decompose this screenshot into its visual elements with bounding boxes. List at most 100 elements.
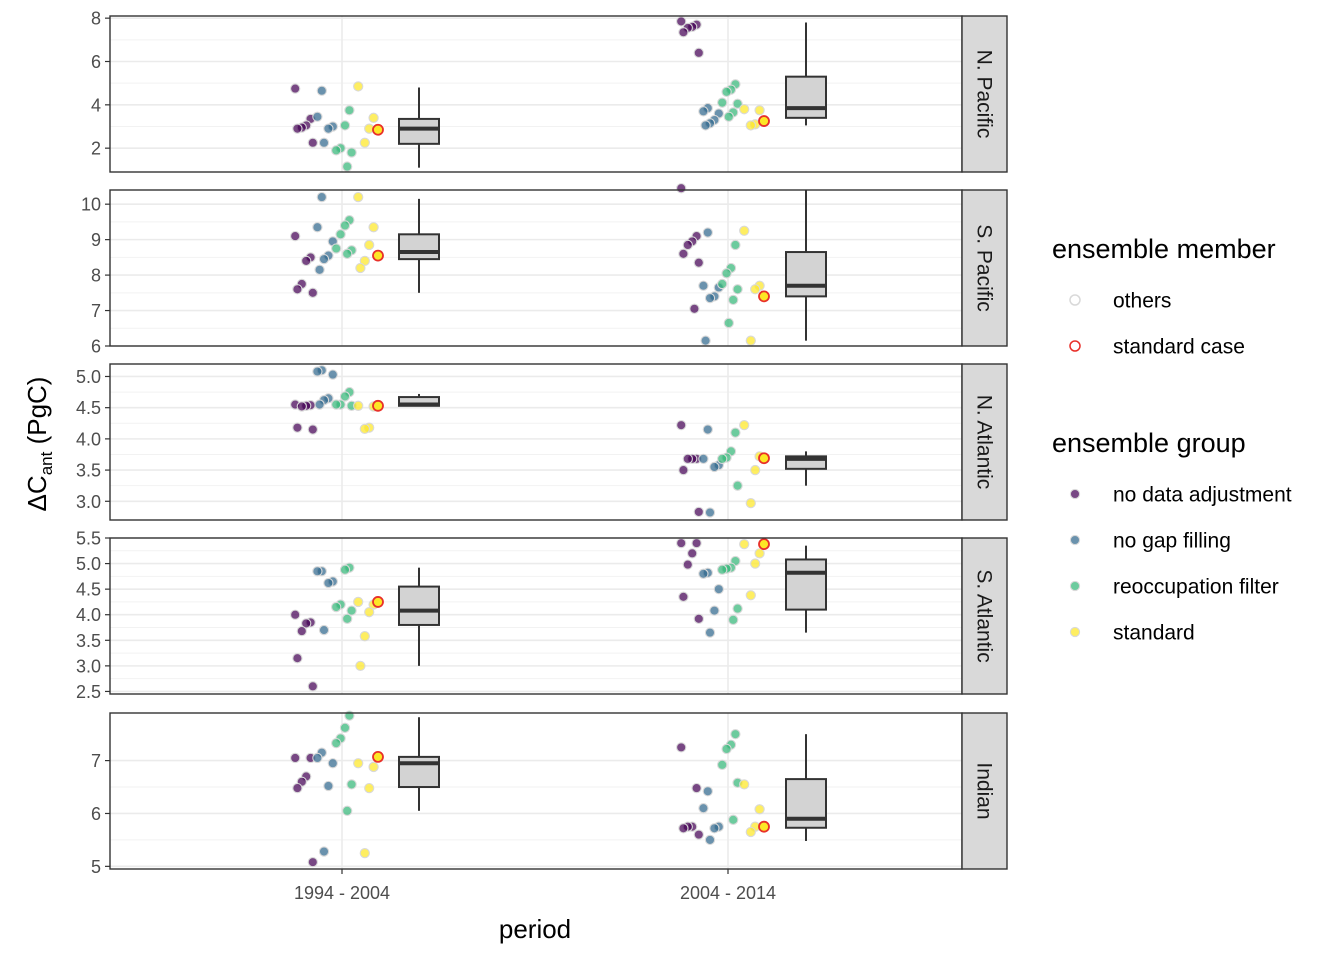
box — [398, 585, 440, 626]
data-point-standard — [739, 104, 750, 115]
data-point-reoccupation-filter — [339, 564, 351, 575]
panel-s-atlantic: 2.5 3.0 3.5 4.0 4.5 5.0 5.5 S. Atlantic — [76, 529, 1008, 702]
legend-key-no-data-adjustment — [1069, 488, 1081, 500]
x-tick-label: 1994 - 2004 — [294, 883, 390, 903]
facet-label-n-atlantic: N. Atlantic — [973, 395, 996, 490]
y-tick-label: 2 — [91, 139, 101, 159]
data-point-reoccupation-filter — [728, 294, 739, 306]
boxplot-1994-2004 — [398, 198, 440, 293]
data-point-reoccupation-filter — [331, 145, 342, 156]
data-point-no-gap-filling — [327, 758, 338, 769]
x-tick-label: 2004 - 2014 — [680, 883, 776, 903]
legend-key-no-gap-filling — [1069, 534, 1081, 546]
y-tick-label: 6 — [91, 52, 101, 72]
boxplot-1994-2004 — [398, 567, 440, 666]
panel-s-pacific: 6 7 8 9 10 S. Pacific — [81, 183, 1008, 357]
data-point-no-gap-filling — [316, 85, 327, 96]
data-point-no-data-adjustment — [678, 248, 689, 259]
legend-label-standard: standard — [1113, 622, 1195, 645]
y-tick-label: 2.5 — [76, 682, 101, 702]
data-point-no-gap-filling — [702, 424, 713, 435]
data-point-no-data-adjustment — [292, 653, 303, 664]
y-tick-label: 4.5 — [76, 398, 101, 418]
legend-title: ensemble group — [1052, 428, 1246, 458]
data-point-reoccupation-filter — [717, 453, 728, 464]
data-point-reoccupation-filter — [732, 480, 743, 491]
panel-n-atlantic: 3.0 3.5 4.0 4.5 5.0 N. Atlantic — [76, 363, 1008, 521]
data-point-no-gap-filling — [312, 752, 323, 764]
y-tick-label: 10 — [81, 195, 101, 215]
y-tick-label: 4.5 — [76, 580, 101, 600]
data-point-no-data-adjustment — [307, 424, 318, 435]
data-point-no-data-adjustment — [693, 829, 704, 840]
data-point-standard-case — [372, 750, 384, 763]
legend-ensemble-group: ensemble group no data adjustment no gap f… — [1052, 428, 1292, 645]
data-point-no-data-adjustment — [691, 782, 702, 794]
panel-background — [110, 364, 962, 520]
data-point-standard — [353, 758, 364, 769]
data-point-standard — [739, 225, 750, 236]
boxplot-2004-2014 — [785, 190, 827, 341]
data-point-no-data-adjustment — [691, 537, 702, 549]
boxplot-1994-2004 — [398, 717, 440, 811]
data-point-reoccupation-filter — [728, 814, 739, 825]
data-point-no-gap-filling — [698, 803, 709, 814]
boxplot-2004-2014 — [785, 545, 827, 633]
data-point-no-data-adjustment — [676, 420, 687, 431]
data-point-no-gap-filling — [698, 106, 709, 117]
data-point-standard — [754, 804, 765, 815]
y-tick-label: 4 — [91, 95, 101, 115]
data-point-no-data-adjustment — [290, 609, 301, 620]
box — [785, 75, 827, 119]
data-point-reoccupation-filter — [331, 737, 342, 749]
data-point-standard — [745, 498, 756, 509]
data-point-reoccupation-filter — [717, 564, 728, 575]
legend-label-no-data-adjustment: no data adjustment — [1113, 484, 1292, 507]
legend-key-others — [1069, 294, 1081, 306]
data-point-no-data-adjustment — [693, 613, 704, 624]
y-tick-label: 5.0 — [76, 554, 101, 574]
data-point-no-gap-filling — [316, 191, 327, 203]
data-point-no-gap-filling — [323, 780, 334, 792]
data-point-no-gap-filling — [698, 280, 709, 291]
data-point-no-data-adjustment — [292, 422, 303, 433]
boxplot-2004-2014 — [785, 734, 827, 841]
y-tick-label: 3.5 — [76, 631, 101, 651]
data-point-reoccupation-filter — [331, 601, 342, 613]
data-point-reoccupation-filter — [335, 229, 346, 240]
data-point-reoccupation-filter — [342, 248, 353, 259]
y-tick-label: 5.0 — [76, 367, 101, 387]
box — [398, 233, 440, 261]
data-point-no-data-adjustment — [689, 303, 700, 314]
data-point-reoccupation-filter — [346, 605, 357, 616]
data-point-reoccupation-filter — [342, 613, 353, 624]
data-point-no-gap-filling — [702, 786, 713, 797]
data-point-no-gap-filling — [318, 137, 330, 148]
y-tick-label: 6 — [91, 337, 101, 357]
y-axis-title-main: ΔC — [22, 475, 52, 511]
facet-label-s-atlantic: S. Atlantic — [973, 569, 996, 662]
data-point-no-gap-filling — [323, 123, 334, 134]
data-point-no-gap-filling — [704, 627, 716, 638]
data-point-reoccupation-filter — [730, 729, 741, 740]
data-point-standard — [355, 262, 366, 274]
data-point-no-data-adjustment — [307, 856, 318, 868]
facet-strip — [961, 537, 1008, 695]
data-point-standard-case — [372, 596, 384, 608]
data-point-no-data-adjustment — [307, 287, 318, 298]
data-point-reoccupation-filter — [732, 98, 743, 109]
data-point-standard-case — [372, 249, 384, 262]
boxplot-1994-2004 — [398, 87, 440, 168]
data-point-no-gap-filling — [702, 227, 713, 238]
data-point-no-data-adjustment — [682, 239, 693, 251]
data-point-standard — [739, 779, 750, 790]
boxplot-2004-2014 — [785, 22, 827, 126]
y-axis-title: ΔCant (PgC) — [22, 377, 56, 512]
y-tick-label: 3.5 — [76, 461, 101, 481]
legend-label-reoccupation-filter: reoccupation filter — [1113, 576, 1279, 599]
data-point-reoccupation-filter — [339, 220, 351, 231]
data-point-no-data-adjustment — [676, 537, 687, 549]
data-point-standard — [750, 284, 761, 295]
data-point-no-data-adjustment — [292, 782, 303, 794]
